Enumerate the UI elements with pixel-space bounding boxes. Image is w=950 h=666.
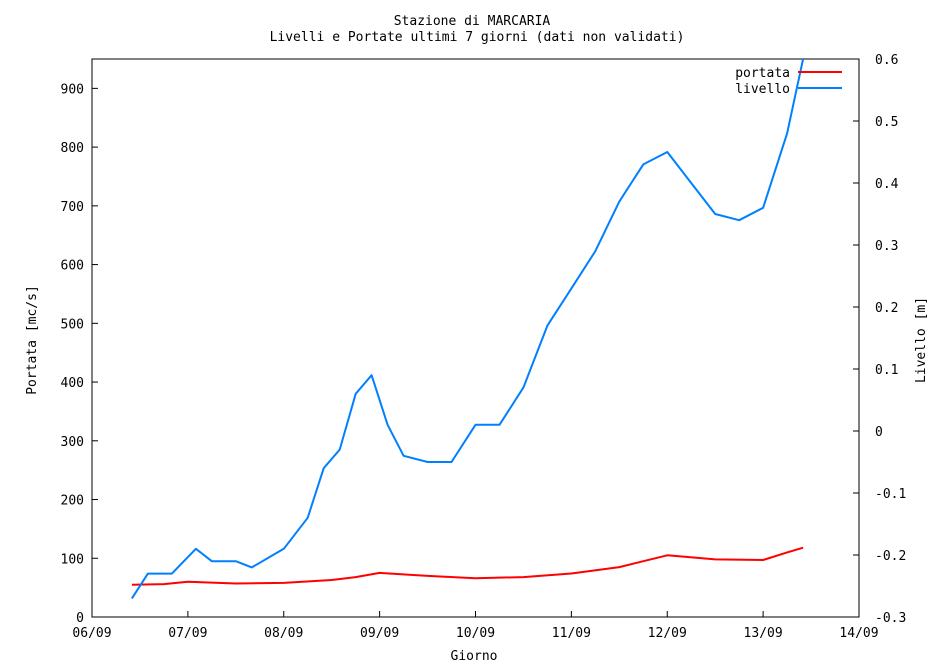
- left-tick-label: 300: [61, 435, 84, 450]
- left-tick-label: 200: [61, 494, 84, 509]
- right-tick-label: 0.1: [875, 363, 898, 378]
- legend-label-portata: portata: [735, 66, 790, 81]
- left-tick-label: 400: [61, 376, 84, 391]
- right-tick-label: 0.4: [875, 177, 899, 192]
- plot-frame: [91, 58, 860, 618]
- x-tick-label: 11/09: [552, 626, 591, 641]
- right-axis-ticks: -0.3 -0.2 -0.1 0 0.1 0.2 0.3 0.4 0.5 0.6: [853, 53, 906, 626]
- series-line-portata: [131, 546, 804, 586]
- right-tick-label: 0: [875, 425, 883, 440]
- left-tick-label: 600: [61, 259, 84, 274]
- right-tick-label: 0.2: [875, 301, 898, 316]
- left-tick-label: 700: [61, 200, 84, 215]
- y-axis-right-label: Livello [m]: [914, 297, 929, 383]
- left-axis-ticks: 0 100 200 300 400 500 600 700 800 900: [61, 82, 98, 626]
- series-line-livello: [131, 58, 805, 599]
- left-tick-label: 500: [61, 317, 84, 332]
- x-tick-label: 10/09: [456, 626, 495, 641]
- left-tick-label: 900: [61, 82, 84, 97]
- x-axis-label: Giorno: [451, 649, 498, 664]
- right-tick-label: -0.2: [875, 549, 906, 564]
- x-tick-label: 13/09: [744, 626, 783, 641]
- x-tick-label: 14/09: [839, 626, 878, 641]
- right-tick-label: 0.3: [875, 239, 898, 254]
- y-axis-left-label: Portata [mc/s]: [25, 285, 40, 395]
- x-tick-label: 06/09: [72, 626, 111, 641]
- left-tick-label: 100: [61, 552, 84, 567]
- left-tick-label: 800: [61, 141, 84, 156]
- x-tick-label: 07/09: [168, 626, 207, 641]
- right-tick-label: 0.6: [875, 53, 898, 68]
- x-tick-label: 08/09: [264, 626, 303, 641]
- x-axis-ticks: 06/09 07/09 08/09 09/09 10/09 11/09 12/09 13/09…: [72, 611, 879, 641]
- x-tick-label: 09/09: [360, 626, 399, 641]
- x-tick-label: 12/09: [648, 626, 687, 641]
- right-tick-label: 0.5: [875, 115, 898, 130]
- chart-subtitle: Livelli e Portate ultimi 7 giorni (dati …: [270, 30, 685, 45]
- chart-title: Stazione di MARCARIA: [394, 14, 551, 29]
- right-tick-label: -0.3: [875, 611, 906, 626]
- series-layer: [131, 58, 805, 599]
- legend: portata livello: [735, 66, 842, 97]
- right-tick-label: -0.1: [875, 487, 906, 502]
- left-tick-label: 0: [76, 611, 84, 626]
- legend-label-livello: livello: [735, 82, 790, 97]
